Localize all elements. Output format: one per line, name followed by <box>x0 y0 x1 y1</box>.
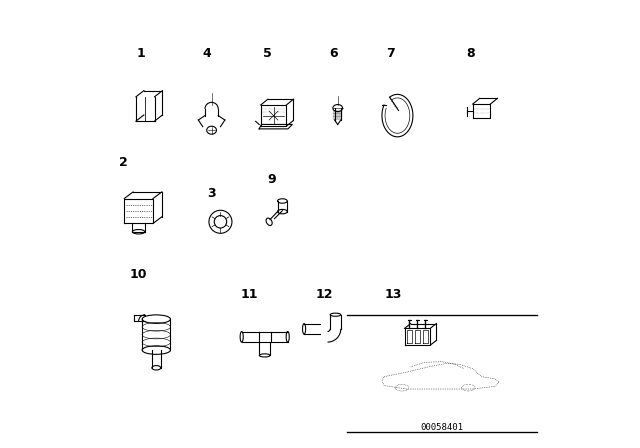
Text: 4: 4 <box>203 47 212 60</box>
Text: 2: 2 <box>119 155 127 168</box>
Text: 6: 6 <box>329 47 337 60</box>
Text: 1: 1 <box>136 47 145 60</box>
Text: 5: 5 <box>262 47 271 60</box>
Text: 00058401: 00058401 <box>420 423 463 432</box>
Text: 7: 7 <box>387 47 395 60</box>
Text: 10: 10 <box>130 268 147 281</box>
Text: 9: 9 <box>267 173 276 186</box>
Text: 13: 13 <box>384 289 402 302</box>
Text: 11: 11 <box>241 289 258 302</box>
Text: 8: 8 <box>466 47 475 60</box>
Text: 3: 3 <box>207 186 216 199</box>
Text: 12: 12 <box>316 289 333 302</box>
